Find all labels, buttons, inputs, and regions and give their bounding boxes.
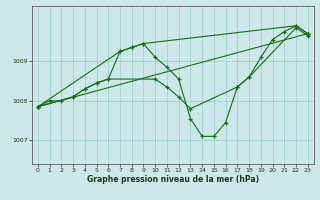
X-axis label: Graphe pression niveau de la mer (hPa): Graphe pression niveau de la mer (hPa): [87, 175, 259, 184]
